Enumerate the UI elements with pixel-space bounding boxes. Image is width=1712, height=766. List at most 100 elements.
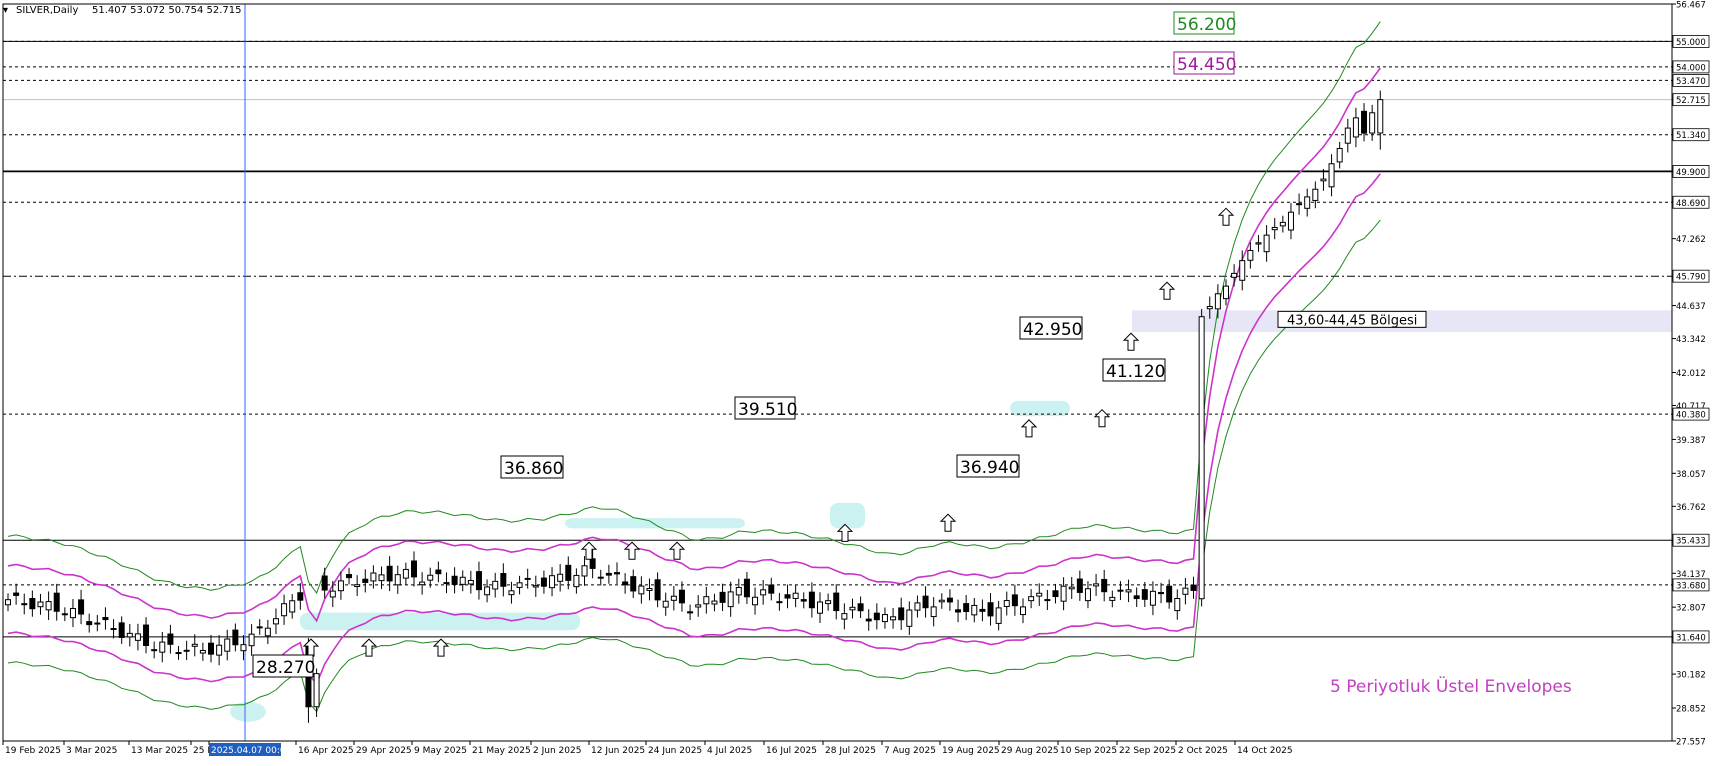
x-tick-label: 22 Sep 2025 (1119, 746, 1176, 756)
price-label-box (1102, 358, 1166, 382)
candle-body (484, 586, 491, 596)
candle-body (963, 603, 970, 613)
candle-body (159, 641, 166, 653)
candle-body (914, 602, 921, 611)
candle-body (873, 612, 880, 621)
price-label-box (252, 654, 314, 678)
candle-body (78, 599, 85, 615)
y-tick-label: 52.715 (1676, 96, 1706, 106)
candle-body (1084, 588, 1091, 602)
x-tick-label: 2 Oct 2025 (1178, 746, 1228, 756)
envelope-annotation: 5 Periyotluk Üstel Envelopes (1330, 675, 1572, 697)
candle-body (540, 577, 547, 587)
y-tick-label: 45.790 (1676, 273, 1706, 283)
candle-body (86, 621, 93, 626)
y-tick-label: 47.262 (1676, 235, 1706, 245)
candle-body (1279, 221, 1286, 227)
candle-body (427, 574, 434, 581)
y-tick-label: 48.690 (1676, 199, 1706, 209)
header-triangle-icon[interactable]: ▾ (3, 5, 8, 16)
candle-body (45, 601, 52, 611)
candle-body (630, 576, 637, 592)
candle-body (955, 609, 962, 613)
candle-body (1247, 249, 1254, 261)
candle-body (102, 616, 109, 621)
candle-body (264, 627, 271, 637)
candle-body (5, 599, 11, 606)
price-label: 39.510 (738, 400, 797, 420)
candle-body (216, 644, 223, 656)
candle-body (589, 558, 596, 569)
x-tick-label: 7 Aug 2025 (884, 746, 936, 756)
candle-body (573, 574, 580, 588)
y-tick-label: 28.852 (1676, 704, 1706, 714)
candle-body (21, 603, 28, 606)
candle-body (411, 560, 417, 578)
candle-body (370, 572, 377, 582)
candle-body (394, 574, 401, 586)
candle-body (1320, 178, 1327, 182)
candle-body (857, 603, 864, 612)
x-tick-label: 21 May 2025 (472, 746, 531, 756)
candle-body (841, 613, 848, 620)
candle-body (865, 618, 872, 622)
candle-body (183, 649, 190, 652)
y-tick-label: 27.557 (1676, 738, 1706, 748)
candle-body (337, 580, 344, 592)
candles (5, 90, 1384, 723)
candle-body (1271, 226, 1278, 231)
candle-body (1060, 585, 1067, 602)
candle-body (662, 600, 669, 608)
y-tick-label: 55.000 (1676, 38, 1706, 48)
price-label: 36.940 (960, 458, 1019, 478)
candle-body (808, 591, 815, 609)
candle-body (386, 565, 393, 582)
y-tick-box (1672, 195, 1710, 209)
region-label-box (1277, 310, 1427, 328)
candle-body (29, 598, 36, 610)
candle-body (881, 614, 888, 623)
candle-body (1093, 583, 1100, 587)
up-arrow-icon (1093, 408, 1111, 428)
x-tick-label: 19 Aug 2025 (942, 746, 1000, 756)
candle-body (752, 596, 759, 606)
outer-envelope-lower (7, 219, 1381, 713)
candle-body (208, 642, 214, 655)
candle-body (1296, 203, 1303, 206)
x-tick-label: 16 Jul 2025 (766, 746, 817, 756)
y-tick-label: 39.387 (1676, 436, 1706, 446)
candle-body (743, 578, 750, 598)
candle-body (776, 601, 783, 604)
candle-body (475, 571, 482, 591)
candle-body (110, 627, 117, 630)
y-tick-label: 38.057 (1676, 470, 1706, 480)
candle-body (1304, 196, 1311, 209)
candle-body (289, 600, 296, 613)
price-label: 36.860 (504, 459, 563, 479)
y-tick-box (1672, 630, 1710, 644)
candle-body (1166, 585, 1173, 603)
support-zone (230, 701, 266, 722)
candle-body (1344, 127, 1351, 144)
candle-body (524, 577, 531, 580)
candle-body (614, 572, 620, 575)
candle-body (191, 643, 198, 647)
candle-body (402, 568, 409, 579)
candle-body (946, 597, 953, 603)
x-tick-label: 29 Apr 2025 (356, 746, 412, 756)
candle-body (199, 649, 206, 654)
candle-body (1141, 589, 1148, 600)
y-tick-box (1672, 34, 1710, 48)
up-arrow-icon (836, 523, 854, 542)
candle-body (898, 607, 905, 621)
candle-body (500, 573, 507, 587)
candle-body (605, 572, 612, 576)
candle-body (711, 600, 718, 605)
candle-body (1206, 306, 1213, 310)
candle-body (134, 633, 141, 641)
up-arrow-icon (360, 638, 378, 657)
up-arrow-icon (939, 513, 957, 532)
candle-body (1101, 578, 1108, 593)
candle-body (549, 575, 556, 589)
candle-body (678, 589, 685, 604)
